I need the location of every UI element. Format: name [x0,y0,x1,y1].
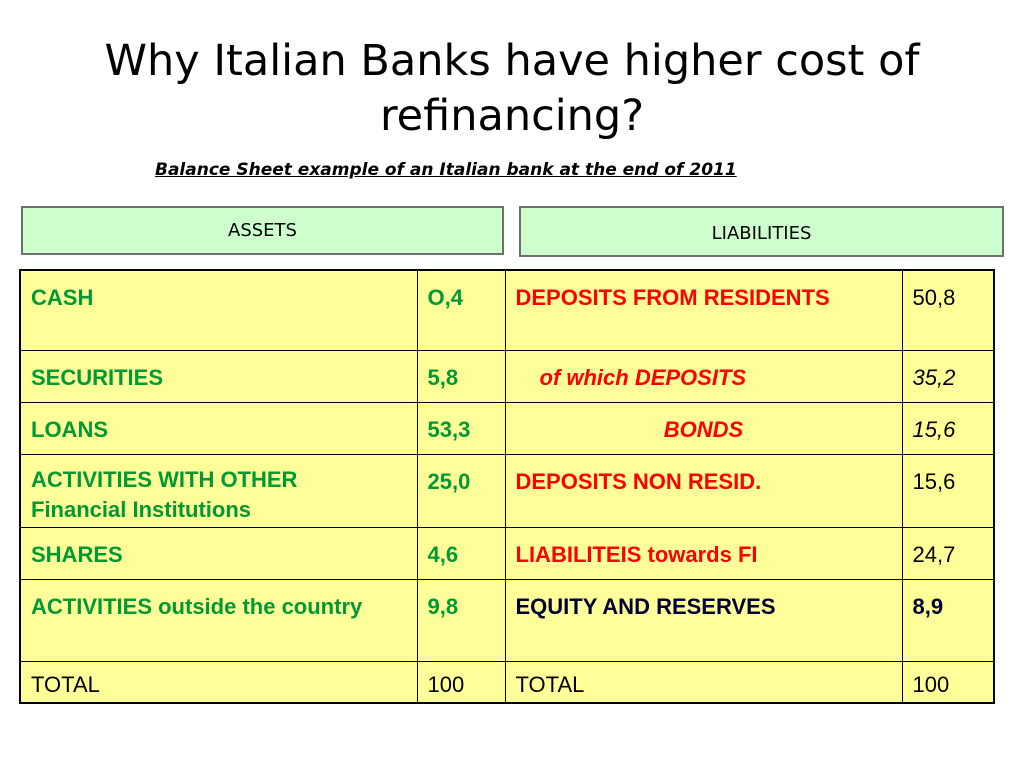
liability-label: DEPOSITS FROM RESIDENTS [504,269,903,351]
liability-label: LIABILITEIS towards FI [504,526,903,580]
liability-label: DEPOSITS NON RESID. [504,453,903,528]
liability-value: 50,8 [901,269,995,351]
asset-label: ACTIVITIES outside the country [19,578,418,662]
liability-label: EQUITY AND RESERVES [504,578,903,662]
asset-label: CASH [19,269,418,351]
liability-label: BONDS [504,401,903,455]
liabilities-header: LIABILITIES [519,206,1004,257]
asset-label-line2: Financial Institutions [31,496,252,522]
asset-value: 9,8 [416,578,506,662]
liability-total-label: TOTAL [504,660,903,704]
slide-title: Why Italian Banks have higher cost of re… [104,36,920,142]
slide-subtitle: Balance Sheet example of an Italian bank… [155,160,737,180]
table-row: SHARES 4,6 LIABILITEIS towards FI 24,7 [19,526,995,580]
table-row: ACTIVITIES outside the country 9,8 EQUIT… [19,578,995,662]
table-row: LOANS 53,3 BONDS 15,6 [19,401,995,455]
asset-label-line1: ACTIVITIES WITH OTHER [31,466,298,492]
asset-label: LOANS [19,401,418,455]
table-row: TOTAL 100 TOTAL 100 [19,660,995,704]
liability-label: of which DEPOSITS [504,349,903,403]
table-row: SECURITIES 5,8 of which DEPOSITS 35,2 [19,349,995,403]
table-row: ACTIVITIES WITH OTHER Financial Instituti… [19,453,995,528]
liability-value: 8,9 [901,578,995,662]
table-row: CASH O,4 DEPOSITS FROM RESIDENTS 50,8 [19,269,995,351]
liability-value: 15,6 [901,453,995,528]
asset-label: ACTIVITIES WITH OTHER Financial Instituti… [19,453,418,528]
assets-header: ASSETS [21,206,504,255]
asset-total-label: TOTAL [19,660,418,704]
asset-label: SECURITIES [19,349,418,403]
asset-label: SHARES [19,526,418,580]
liability-value: 35,2 [901,349,995,403]
asset-value: O,4 [416,269,506,351]
asset-value: 53,3 [416,401,506,455]
liability-total-value: 100 [901,660,995,704]
liability-value: 15,6 [901,401,995,455]
asset-total-value: 100 [416,660,506,704]
balance-sheet-table: CASH O,4 DEPOSITS FROM RESIDENTS 50,8 SE… [19,269,995,704]
asset-value: 25,0 [416,453,506,528]
asset-value: 4,6 [416,526,506,580]
liability-value: 24,7 [901,526,995,580]
asset-value: 5,8 [416,349,506,403]
